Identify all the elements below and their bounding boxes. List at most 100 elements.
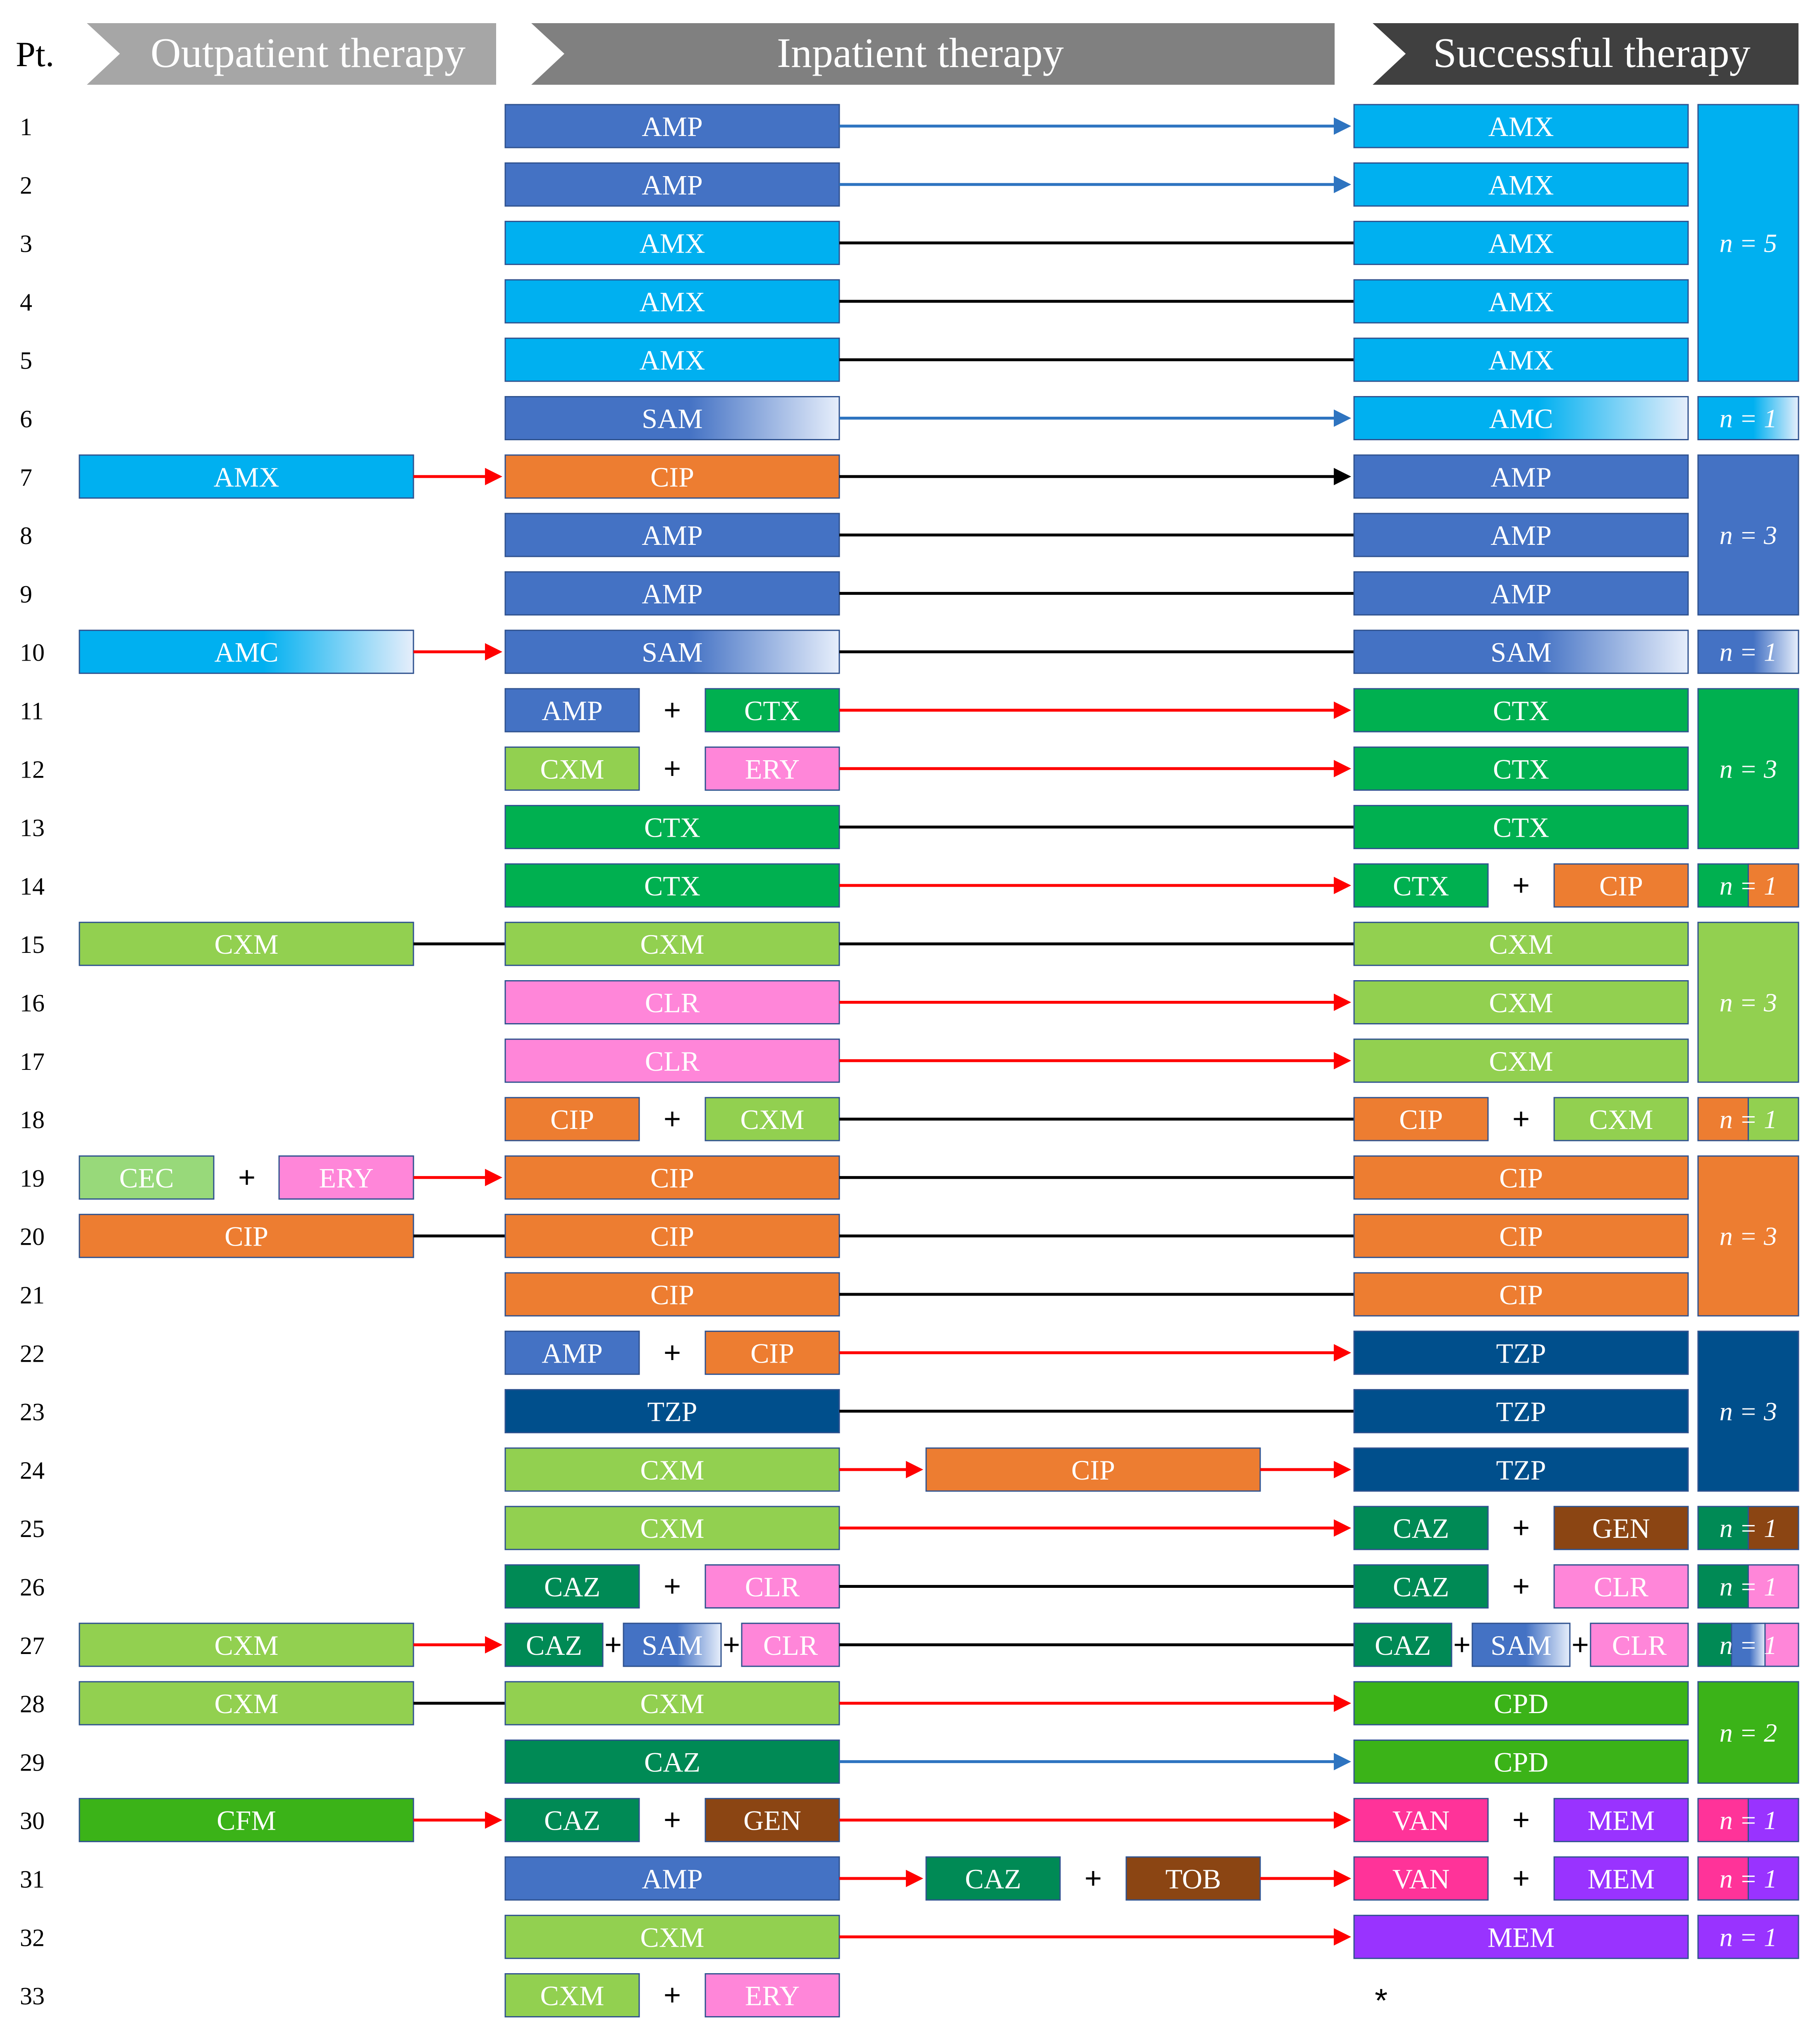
inpatient-box-cxm: CXM [504,1973,640,2018]
group-count-fill [1697,1798,1749,1843]
outpatient-box-cfm: CFM [79,1798,414,1843]
successful-box-ctx: CTX [1353,863,1489,908]
successful-header-label: Successful therapy [1433,30,1751,76]
patient-row: 26 CAZ + CLR CAZ + CLR [20,1564,1689,1609]
successful-box-clr-fill [1553,1564,1689,1609]
successful-box-cpd-fill [1353,1681,1689,1726]
successful-box-tzp: TZP [1353,1447,1689,1492]
inpatient-box-caz-label: CAZ [544,1571,600,1603]
patient-number: 11 [20,697,44,725]
successful-box-clr-label: CLR [1612,1630,1667,1661]
group-count-fill [1697,104,1799,382]
inpatient-box-cip: CIP [504,1155,840,1200]
inpatient-step2-box-tob-fill [1125,1856,1261,1901]
inpatient-box-cxm: CXM [504,1447,840,1492]
plus-sign: + [1512,1103,1530,1136]
successful-box-cpd-label: CPD [1494,1746,1548,1778]
successful-box-ctx: CTX [1353,688,1689,733]
successful-box-gen-fill [1553,1506,1689,1550]
plus-sign: + [1512,1804,1530,1837]
successful-box-cpd-label: CPD [1494,1688,1548,1719]
group-count: n = 1 [1697,1506,1799,1550]
patient-row: 12 CXM + ERY CTX [20,746,1689,791]
inpatient-box-amp-fill [504,104,840,148]
inpatient-box-ery-fill [705,746,840,791]
inpatient-box-cip-fill [504,1272,840,1317]
group-count: n = 3 [1697,921,1799,1083]
inpatient-step2-box-tob: TOB [1125,1856,1261,1901]
successful-box-sam-fill [1471,1623,1571,1667]
inpatient-box-ctx: CTX [705,688,840,733]
inpatient-box-cip: CIP [504,1097,640,1141]
outpatient-header-label: Outpatient therapy [150,30,466,76]
successful-box-mem-label: MEM [1488,1921,1555,1953]
successful-box-amx-label: AMX [1488,228,1554,259]
inpatient-box-ctx-label: CTX [644,870,700,902]
group-count-label: n = 1 [1720,1105,1777,1134]
group-count: n = 1 [1697,1623,1799,1667]
group-count-label: n = 1 [1720,1922,1777,1952]
inpatient-box-cxm-fill [504,1973,640,2018]
patient-row: 16 CLR CXM [20,980,1689,1024]
group-count-label: n = 3 [1720,988,1777,1017]
patient-number: 30 [20,1807,45,1835]
inpatient-box-sam: SAM [623,1623,722,1667]
inpatient-box-cxm-label: CXM [540,753,604,785]
successful-box-cip: CIP [1553,863,1689,908]
patient-row: 17 CLR CXM [20,1038,1689,1083]
inpatient-box-cip: CIP [705,1330,840,1375]
group-count-fill [1748,863,1799,908]
group-count: n = 3 [1697,1330,1799,1492]
patient-row: 15 CXM CXM CXM [20,921,1689,966]
patient-number: 33 [20,1983,45,2010]
inpatient-box-cip: CIP [504,454,840,499]
patient-number: 22 [20,1340,45,1367]
inpatient-box-cxm-fill [504,1914,840,1959]
inpatient-box-sam-label: SAM [642,1630,702,1661]
group-count-fill [1697,1623,1732,1667]
successful-box-cxm: CXM [1353,980,1689,1024]
outpatient-box-cxm-fill [79,1681,414,1726]
patient-number: 1 [20,113,32,141]
successful-box-caz-label: CAZ [1375,1630,1431,1661]
inpatient-box-cxm-fill [504,921,840,966]
outpatient-box-cxm: CXM [79,1623,414,1667]
patient-row: 18 CIP + CXM CIP + CXM [20,1097,1689,1141]
patient-number: 5 [20,347,32,374]
group-count-fill [1731,1623,1766,1667]
group-count: n = 1 [1697,1798,1799,1843]
successful-box-amx: AMX [1353,221,1689,265]
outpatient-box-cxm: CXM [79,1681,414,1726]
inpatient-box-amx-label: AMX [640,228,705,259]
successful-box-cxm-label: CXM [1489,1045,1553,1077]
inpatient-box-cxm: CXM [504,1681,840,1726]
patient-number: 4 [20,289,32,316]
outpatient-box-cip-fill [79,1214,414,1258]
successful-box-mem: MEM [1553,1798,1689,1843]
successful-box-amx-fill [1353,104,1689,148]
successful-box-cip-label: CIP [1499,1221,1543,1252]
successful-box-cpd: CPD [1353,1681,1689,1726]
inpatient-box-amx-fill [504,337,840,382]
inpatient-box-ery-fill [705,1973,840,2018]
successful-box-sam-fill [1353,630,1689,674]
successful-box-van-label: VAN [1392,1863,1450,1895]
group-count: n = 1 [1697,1097,1799,1141]
patient-number: 17 [20,1048,45,1075]
patient-number: 8 [20,522,32,549]
outpatient-box-cxm-label: CXM [215,928,279,960]
patient-number: 21 [20,1282,45,1309]
group-count-fill [1697,921,1799,1083]
inpatient-box-ctx-label: CTX [744,695,800,726]
inpatient-box-clr: CLR [504,1038,840,1083]
group-count: n = 1 [1697,1856,1799,1901]
plus-sign: + [664,1103,681,1136]
patient-row: 3 AMX AMX [20,221,1689,265]
inpatient-box-sam-fill [623,1623,722,1667]
inpatient-box-caz-fill [504,1798,640,1843]
successful-box-amp-fill [1353,571,1689,616]
inpatient-step2-box-cip: CIP [925,1447,1261,1492]
inpatient-box-clr-label: CLR [645,987,700,1019]
inpatient-box-cxm-label: CXM [640,1513,705,1544]
patient-row: 32 CXM MEM [20,1914,1689,1959]
